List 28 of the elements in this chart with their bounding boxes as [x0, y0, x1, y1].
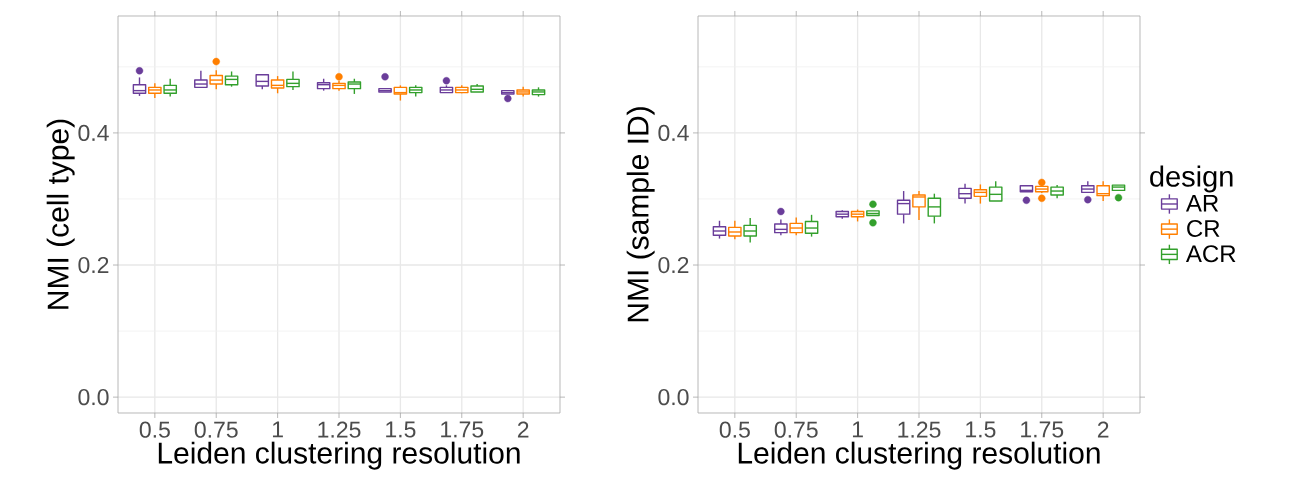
x-tick-label: 0.75 [194, 421, 238, 438]
y-axis-title: NMI (sample ID) [626, 107, 655, 322]
y-tick-label: 0.4 [78, 124, 109, 142]
y-tick-label: 0.0 [658, 388, 689, 406]
x-axis-title: Leiden clustering resolution [158, 441, 520, 470]
x-tick-label: 1 [852, 421, 863, 438]
y-tick-label: 0.4 [658, 124, 689, 142]
x-tick-label: 0.75 [774, 421, 818, 438]
y-tick-label: 0.2 [78, 256, 109, 274]
x-tick-label: 1.25 [318, 421, 361, 438]
legend-label: ACR [1185, 245, 1236, 263]
legend-title: design [1150, 165, 1233, 193]
x-tick-label: 1 [272, 421, 283, 438]
x-tick-label: 0.5 [719, 421, 750, 438]
legend-label: AR [1185, 194, 1219, 212]
x-tick-label: 2 [517, 421, 529, 438]
y-axis-title: NMI (cell type) [46, 119, 75, 309]
x-tick-label: 1.5 [386, 421, 416, 438]
x-tick-label: 1.25 [898, 421, 941, 438]
x-tick-label: 0.5 [139, 421, 170, 438]
x-tick-label: 2 [1097, 421, 1109, 438]
y-tick-label: 0.0 [78, 388, 109, 406]
x-tick-label: 1.5 [966, 421, 996, 438]
x-tick-label: 1.75 [1021, 421, 1064, 438]
legend-label: CR [1187, 220, 1220, 237]
y-tick-label: 0.2 [658, 256, 689, 274]
x-axis-title: Leiden clustering resolution [738, 441, 1100, 470]
x-tick-label: 1.75 [441, 421, 484, 438]
